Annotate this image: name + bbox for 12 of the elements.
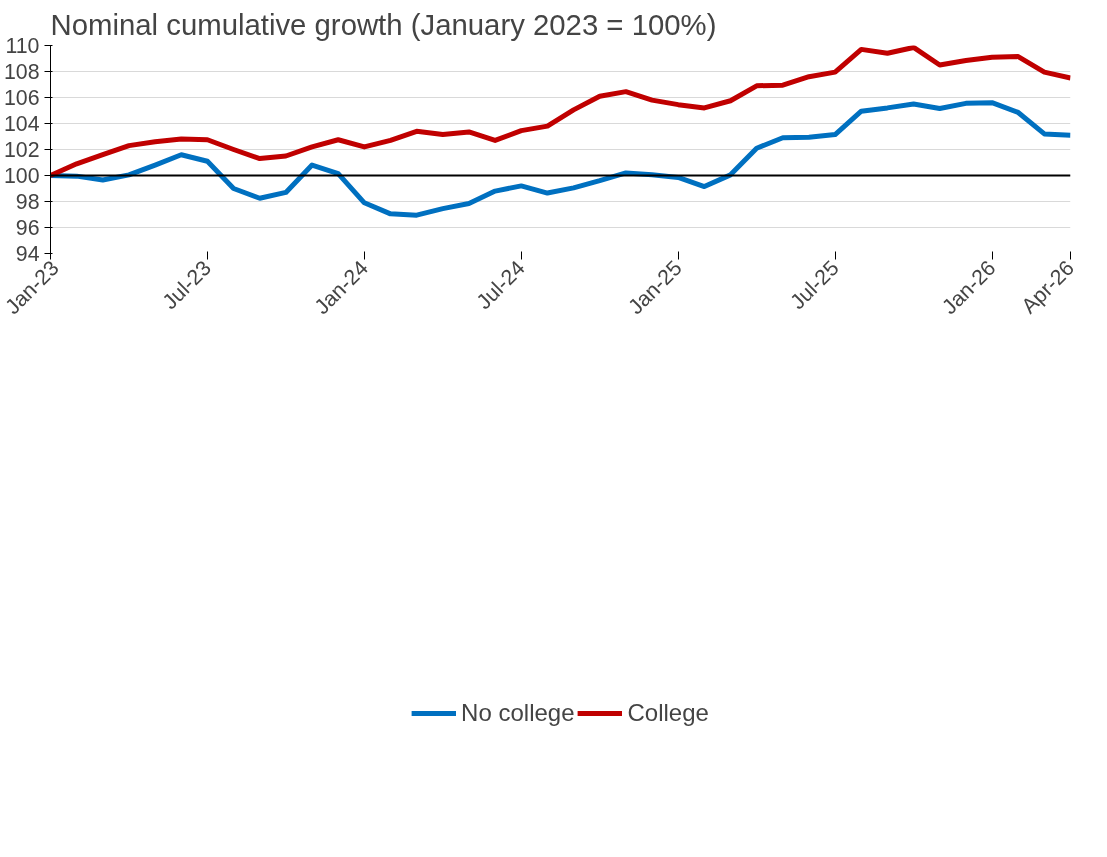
y-tick-label: 102 bbox=[3, 138, 40, 162]
y-tick-label: 110 bbox=[5, 34, 40, 58]
y-tick-label: 108 bbox=[3, 60, 40, 84]
legend-label: College bbox=[627, 699, 709, 727]
y-tick-label: 96 bbox=[15, 216, 40, 240]
y-tick-label: 100 bbox=[3, 164, 40, 188]
y-tick-label: 104 bbox=[3, 112, 40, 136]
y-tick-label: 94 bbox=[15, 242, 40, 266]
chart-title: Nominal cumulative growth (January 2023 = 100%) bbox=[50, 7, 717, 41]
legend-label: No college bbox=[461, 699, 575, 727]
y-tick-label: 98 bbox=[15, 190, 40, 214]
y-tick-label: 106 bbox=[3, 86, 40, 110]
